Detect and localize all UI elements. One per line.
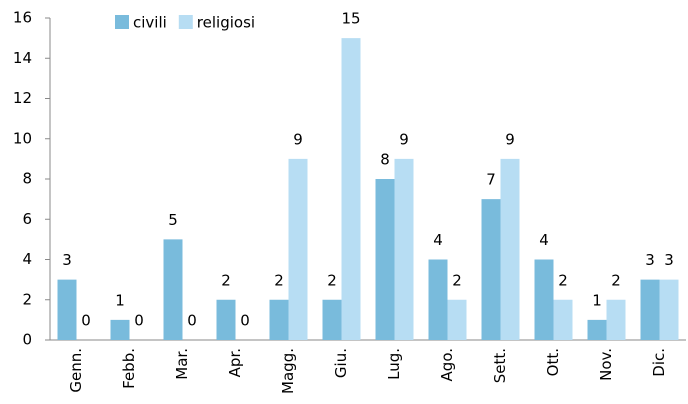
- data-label: 2: [327, 271, 337, 289]
- y-tick-label: 14: [13, 49, 32, 67]
- data-label: 2: [221, 271, 231, 289]
- data-label: 2: [452, 271, 462, 289]
- data-label: 2: [558, 271, 568, 289]
- x-tick-label: Febb.: [120, 348, 138, 389]
- legend-swatch: [178, 15, 193, 29]
- data-label: 5: [168, 211, 178, 229]
- x-tick-label: Dic.: [650, 348, 668, 377]
- data-label: 9: [399, 130, 409, 148]
- data-label: 0: [187, 312, 197, 330]
- data-label: 0: [240, 312, 250, 330]
- bar: [481, 199, 501, 340]
- bar: [216, 299, 236, 340]
- y-tick-label: 10: [13, 129, 32, 147]
- bar: [341, 38, 361, 340]
- bar: [394, 158, 414, 340]
- bar: [57, 279, 77, 340]
- bar: [553, 299, 573, 340]
- data-label: 9: [293, 130, 303, 148]
- x-tick-label: Genn.: [67, 348, 85, 393]
- data-label: 4: [433, 231, 443, 249]
- bar: [640, 279, 660, 340]
- bar: [269, 299, 289, 340]
- data-label: 3: [645, 251, 655, 269]
- data-label: 4: [539, 231, 549, 249]
- bar: [587, 319, 607, 340]
- data-label: 1: [592, 291, 602, 309]
- x-tick-label: Ago.: [438, 348, 456, 381]
- data-label: 2: [611, 271, 621, 289]
- y-tick-label: 12: [13, 89, 32, 107]
- data-label: 8: [380, 151, 390, 169]
- bar: [375, 179, 395, 340]
- bar: [163, 239, 183, 340]
- x-tick-label: Sett.: [491, 348, 509, 383]
- data-label: 7: [486, 171, 496, 189]
- legend-label: religiosi: [197, 14, 255, 32]
- bar: [659, 279, 679, 340]
- bar: [606, 299, 626, 340]
- data-label: 9: [505, 130, 515, 148]
- data-label: 3: [664, 251, 674, 269]
- bar: [534, 259, 554, 340]
- x-tick-label: Magg.: [279, 348, 297, 394]
- data-label: 15: [341, 10, 360, 28]
- bar: [288, 158, 308, 340]
- bar: [447, 299, 467, 340]
- x-tick-label: Ott.: [544, 348, 562, 376]
- data-label: 0: [134, 312, 144, 330]
- data-label: 3: [62, 251, 72, 269]
- y-tick-label: 0: [22, 331, 32, 349]
- y-tick-label: 4: [22, 250, 32, 268]
- bar: [322, 299, 342, 340]
- legend-swatch: [115, 15, 129, 29]
- bar: [428, 259, 448, 340]
- x-tick-label: Lug.: [385, 348, 403, 380]
- y-tick-label: 6: [22, 210, 32, 228]
- legend-label: civili: [133, 14, 167, 32]
- data-label: 0: [81, 312, 91, 330]
- bar: [110, 319, 130, 340]
- x-tick-label: Apr.: [226, 348, 244, 377]
- x-tick-label: Nov.: [597, 348, 615, 381]
- bar: [500, 158, 520, 340]
- data-label: 2: [274, 271, 284, 289]
- y-tick-label: 16: [13, 9, 32, 27]
- x-tick-label: Mar.: [173, 348, 191, 380]
- y-tick-label: 2: [22, 290, 32, 308]
- data-label: 1: [115, 291, 125, 309]
- x-tick-label: Giu.: [332, 348, 350, 378]
- y-tick-label: 8: [22, 170, 32, 188]
